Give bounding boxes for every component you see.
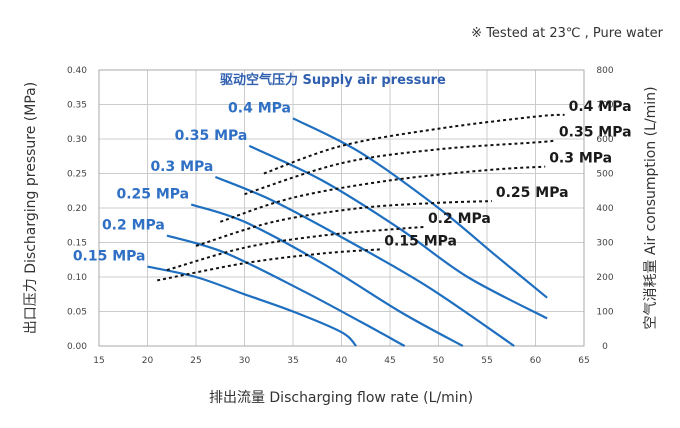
- discharge-curve-4: [166, 234, 406, 347]
- discharge-pressure-curves: [147, 117, 548, 347]
- y-left-tick-label: 0.05: [67, 308, 87, 318]
- discharge-curve-label-2: 0.3 MPa: [150, 159, 213, 175]
- air-curve-4: [166, 226, 425, 272]
- x-tick-label: 55: [481, 356, 492, 366]
- air-curve-label-5: 0.15 MPa: [384, 233, 457, 249]
- y-right-tick-label: 500: [596, 170, 613, 180]
- air-consumption-labels: 0.4 MPa 0.35 MPa 0.3 MPa 0.25 MPa 0.2 MPa 0.1…: [384, 99, 631, 250]
- y-right-tick-label: 0: [602, 342, 608, 352]
- x-tick-label: 20: [142, 356, 154, 366]
- y-left-tick-label: 0.10: [67, 273, 87, 283]
- grid-lines: [98, 69, 585, 347]
- y-right-tick-label: 300: [596, 239, 613, 249]
- test-condition-note: ※ Tested at 23℃ , Pure water: [471, 26, 663, 41]
- y-right-axis-title: 空气消耗量 Air consumption (L/min): [643, 86, 659, 329]
- y-right-tick-label: 400: [596, 204, 613, 214]
- y-right-tick-label: 700: [596, 101, 613, 111]
- discharge-curve-label-1: 0.35 MPa: [175, 128, 248, 144]
- discharge-curve-5: [147, 265, 357, 347]
- y-left-axis-title: 出口压力 Discharging pressure (MPa): [23, 82, 39, 334]
- discharge-curve-label-3: 0.25 MPa: [116, 187, 189, 203]
- chart-title: 驱动空气压力 Supply air pressure: [220, 72, 446, 88]
- discharge-curve-label-4: 0.2 MPa: [102, 218, 165, 234]
- discharge-curve-1: [248, 144, 548, 320]
- x-axis-title: 排出流量 Discharging flow rate (L/min): [209, 390, 473, 406]
- y-left-tick-label: 0.00: [67, 342, 87, 352]
- air-curve-2: [219, 165, 546, 223]
- y-left-tick-label: 0.30: [67, 135, 87, 145]
- y-left-tick-label: 0.20: [67, 204, 87, 214]
- x-tick-label: 60: [530, 356, 542, 366]
- air-curve-0: [263, 113, 565, 175]
- plot-area: [98, 69, 585, 347]
- discharge-curve-label-0: 0.4 MPa: [228, 100, 291, 116]
- air-curve-3: [195, 200, 492, 247]
- x-tick-label: 30: [239, 356, 251, 366]
- y-right-tick-label: 200: [596, 273, 613, 283]
- discharge-curve-label-5: 0.15 MPa: [73, 249, 146, 265]
- y-left-tick-label: 0.40: [67, 66, 87, 76]
- air-curve-label-3: 0.25 MPa: [496, 185, 569, 201]
- air-curve-label-0: 0.4 MPa: [569, 99, 632, 115]
- air-consumption-curves: [157, 113, 565, 282]
- x-tick-label: 65: [578, 356, 589, 366]
- x-tick-label: 15: [93, 356, 104, 366]
- air-curve-label-4: 0.2 MPa: [428, 211, 491, 227]
- air-curve-1: [244, 139, 555, 196]
- discharge-curve-0: [292, 117, 548, 299]
- y-right-tick-label: 100: [596, 308, 613, 318]
- y-right-tick-label: 800: [596, 66, 613, 76]
- discharge-curve-2: [214, 175, 515, 347]
- x-tick-label: 50: [433, 356, 445, 366]
- x-tick-labels: 15 20 25 30 35 40 45 50 55 60 65: [93, 356, 589, 366]
- y-left-tick-label: 0.35: [67, 101, 87, 111]
- y-left-tick-labels: 0.00 0.05 0.10 0.15 0.20 0.25 0.30 0.35 0.40: [67, 66, 87, 352]
- x-tick-label: 25: [190, 356, 201, 366]
- y-left-tick-label: 0.15: [67, 239, 87, 249]
- y-left-tick-label: 0.25: [67, 170, 87, 180]
- x-tick-label: 35: [287, 356, 298, 366]
- air-curve-label-2: 0.3 MPa: [549, 151, 612, 167]
- y-right-tick-labels: 0 100 200 300 400 500 600 700 800: [596, 66, 613, 352]
- y-right-tick-label: 600: [596, 135, 613, 145]
- air-curve-5: [157, 248, 381, 282]
- x-tick-label: 40: [336, 356, 348, 366]
- x-tick-label: 45: [384, 356, 395, 366]
- air-curve-label-1: 0.35 MPa: [559, 125, 632, 141]
- discharge-pressure-labels: 0.4 MPa 0.35 MPa 0.3 MPa 0.25 MPa 0.2 MPa 0.1…: [73, 100, 291, 264]
